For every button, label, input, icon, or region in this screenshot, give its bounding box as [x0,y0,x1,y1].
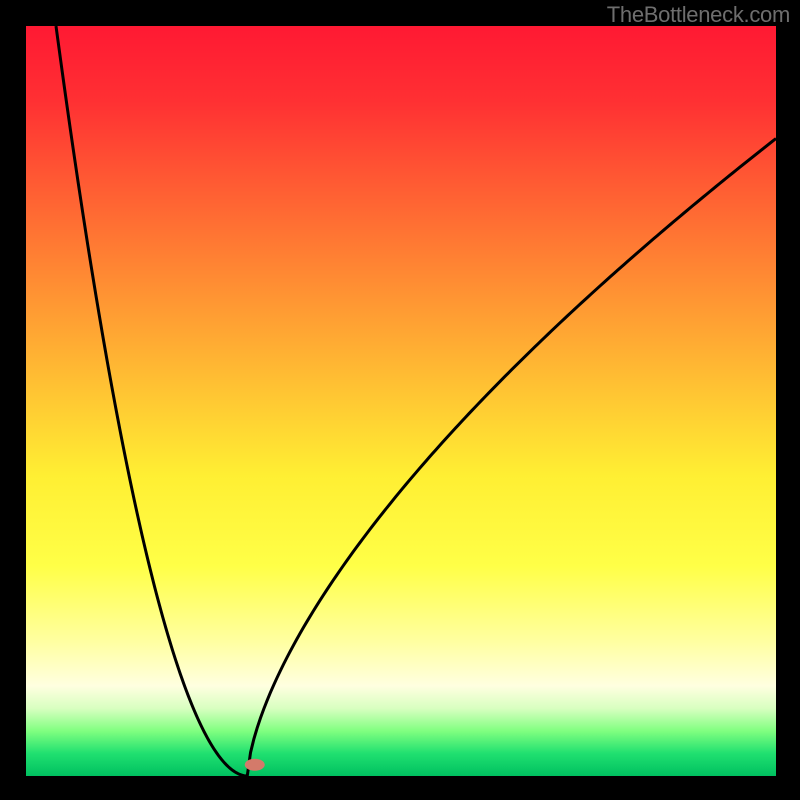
optimal-marker [245,759,265,771]
watermark-text: TheBottleneck.com [607,2,790,28]
chart-background [26,26,776,776]
bottleneck-chart [26,26,776,776]
